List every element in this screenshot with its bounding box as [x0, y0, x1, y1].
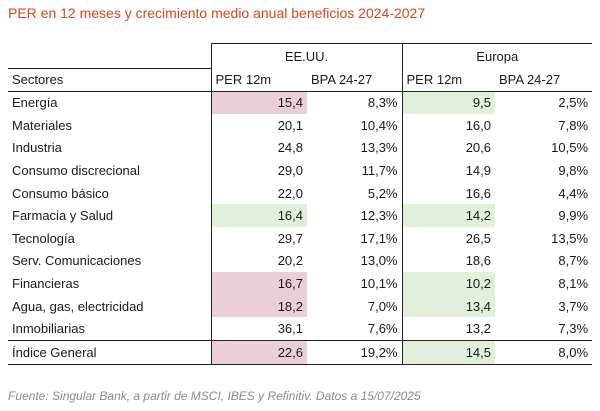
- eu-bpa-cell: 10,5%: [551, 140, 589, 156]
- eu-per-cell: 20,6: [401, 136, 495, 160]
- eu-per-cell: 26,5: [401, 227, 495, 250]
- table-row: Inmobiliarias 36,1 7,6% 13,2 7,3%: [8, 317, 592, 341]
- us-per-cell: 16,7: [210, 272, 307, 295]
- sector-cell: Financieras: [12, 276, 80, 292]
- eu-bpa-cell: 4,4%: [558, 185, 589, 201]
- table-row: Energía 15,4 8,3% 9,5 2,5%: [8, 91, 592, 115]
- us-bpa-cell: 13,3%: [360, 140, 398, 156]
- us-bpa-cell: 17,1%: [360, 230, 398, 246]
- table-row: Industria 24,8 13,3% 20,6 10,5%: [8, 136, 592, 160]
- eu-per-cell: 14,2: [401, 204, 495, 228]
- group-header-empty: [8, 44, 211, 69]
- source-note: Fuente: Singular Bank, a partir de MSCI,…: [8, 389, 421, 403]
- table-row: Materiales 20,1 10,4% 16,0 7,8%: [8, 114, 592, 137]
- table-row: Financieras 16,7 10,1% 10,2 8,1%: [8, 272, 592, 295]
- eu-bpa-cell: 7,3%: [558, 321, 589, 337]
- per-table: EE.UU. Europa Sectores PER 12m BPA 24-27…: [8, 43, 593, 365]
- eu-per-cell: 9,5: [401, 91, 495, 115]
- sector-cell: Inmobiliarias: [12, 321, 85, 337]
- eu-bpa-cell: 9,8%: [558, 163, 589, 179]
- us-bpa-cell: 13,0%: [360, 253, 398, 269]
- eu-bpa-cell: 8,1%: [558, 276, 589, 292]
- eu-bpa-cell: 13,5%: [551, 230, 589, 246]
- us-per-cell: 29,7: [210, 227, 307, 250]
- sector-cell: Consumo discrecional: [12, 163, 140, 179]
- us-per-cell: 29,0: [210, 159, 307, 182]
- us-bpa-cell: 7,6%: [367, 321, 398, 337]
- column-header-row: Sectores PER 12m BPA 24-27 PER 12m BPA 2…: [8, 67, 593, 92]
- table-row: Consumo básico 22,0 5,2% 16,6 4,4%: [8, 181, 592, 205]
- total-eu-bpa-cell: 8,0%: [495, 340, 593, 365]
- us-bpa-cell: 12,3%: [360, 208, 398, 224]
- total-us-per-cell: 22,6: [210, 340, 307, 365]
- eu-per-cell: 16,6: [401, 181, 495, 205]
- eu-bpa-cell: 3,7%: [558, 298, 589, 314]
- eu-bpa-cell: 7,8%: [558, 117, 589, 133]
- us-bpa-cell: 5,2%: [367, 185, 398, 201]
- us-per-cell: 20,2: [210, 249, 307, 273]
- total-row: Índice General 22,6 19,2% 14,5 8,0%: [8, 340, 593, 365]
- sector-cell: Farmacia y Salud: [12, 208, 114, 224]
- eu-bpa-cell: 9,9%: [558, 208, 589, 224]
- table-title: PER en 12 meses y crecimiento medio anua…: [8, 5, 426, 21]
- column-header-us-bpa: BPA 24-27: [307, 68, 402, 92]
- eu-per-cell: 18,6: [401, 249, 495, 273]
- sector-cell: Industria: [12, 140, 62, 156]
- us-per-cell: 16,4: [210, 204, 307, 228]
- eu-per-cell: 16,0: [401, 114, 495, 137]
- us-per-cell: 24,8: [210, 136, 307, 160]
- us-per-cell: 36,1: [210, 317, 307, 341]
- column-header-sector: Sectores: [8, 67, 211, 92]
- table-row: Agua, gas, electricidad 18,2 7,0% 13,4 3…: [8, 294, 592, 318]
- us-bpa-cell: 7,0%: [367, 298, 398, 314]
- eu-per-cell: 13,4: [401, 294, 495, 318]
- eu-per-cell: 14,9: [401, 159, 495, 182]
- group-header-row: EE.UU. Europa: [8, 43, 593, 69]
- us-per-cell: 15,4: [210, 91, 307, 115]
- sector-cell: Serv. Comunicaciones: [12, 253, 142, 269]
- us-bpa-cell: 10,4%: [360, 117, 398, 133]
- table-row: Tecnología 29,7 17,1% 26,5 13,5%: [8, 227, 592, 250]
- eu-bpa-cell: 8,7%: [558, 253, 589, 269]
- us-per-cell: 20,1: [210, 114, 307, 137]
- sector-cell: Energía: [12, 95, 58, 111]
- group-header-us: EE.UU.: [210, 43, 402, 68]
- eu-bpa-cell: 2,5%: [558, 95, 589, 111]
- us-bpa-cell: 8,3%: [367, 95, 398, 111]
- column-header-eu-bpa: BPA 24-27: [495, 68, 593, 92]
- us-per-cell: 22,0: [210, 181, 307, 205]
- sector-cell: Consumo básico: [12, 185, 109, 201]
- us-bpa-cell: 10,1%: [360, 276, 398, 292]
- eu-per-cell: 13,2: [401, 317, 495, 341]
- sector-cell: Materiales: [12, 117, 72, 133]
- table-row: Serv. Comunicaciones 20,2 13,0% 18,6 8,7…: [8, 249, 592, 273]
- total-us-bpa-cell: 19,2%: [307, 340, 402, 365]
- table-row: Farmacia y Salud 16,4 12,3% 14,2 9,9%: [8, 204, 592, 228]
- total-eu-per-cell: 14,5: [401, 340, 495, 365]
- column-header-us-per: PER 12m: [210, 68, 307, 92]
- sector-cell: Tecnología: [12, 230, 75, 246]
- group-header-europe: Europa: [401, 43, 593, 68]
- table-row: Consumo discrecional 29,0 11,7% 14,9 9,8…: [8, 159, 592, 182]
- column-header-eu-per: PER 12m: [401, 68, 495, 92]
- total-sector-cell: Índice General: [8, 340, 211, 365]
- us-per-cell: 18,2: [210, 294, 307, 318]
- sector-cell: Agua, gas, electricidad: [12, 298, 144, 314]
- us-bpa-cell: 11,7%: [361, 163, 398, 179]
- eu-per-cell: 10,2: [401, 272, 495, 295]
